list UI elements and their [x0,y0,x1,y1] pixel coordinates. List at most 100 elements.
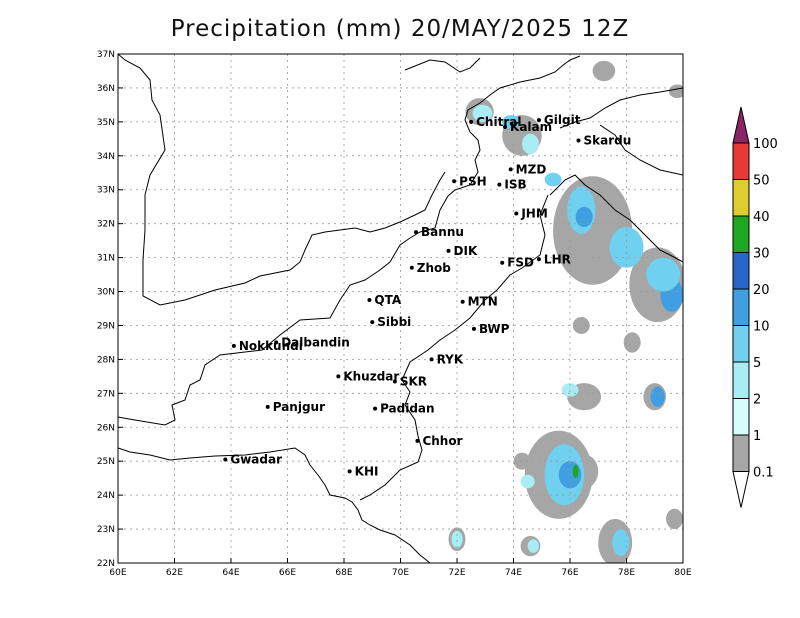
country-borders [118,54,683,563]
city-label: DIK [454,244,478,258]
city-label: SKR [400,374,427,388]
precip-area [472,104,493,122]
gridlines [118,54,683,563]
colorbar-box [732,398,750,436]
x-tick-label: 74E [505,568,522,578]
y-tick-label: 37N [97,50,115,60]
city-label: Padidan [380,402,435,416]
axis-ticks: 60E 62E 64E 66E 68E 70E 72E 74E 76E 78E 80E 22N 23N 2… [97,50,692,578]
colorbar-label: 40 [753,210,770,225]
precip-area [612,529,630,557]
city-dot [500,260,505,265]
city-dot [392,379,397,384]
precip-area [451,530,463,548]
x-tick-label: 68E [335,568,352,578]
city-dot [429,357,434,362]
city-label: Gwadar [230,453,282,467]
colorbar-box [732,288,750,326]
precip-trace-area [592,60,616,82]
border-line [599,124,683,176]
city-label: Sibbi [377,315,411,329]
border-line [118,54,446,306]
colorbar-label: 0.1 [753,466,774,481]
x-tick-label: 70E [392,568,409,578]
precip-shaded-layer [451,104,683,557]
city-dot [414,230,419,235]
precip-area [502,115,520,129]
city-label: Chitral [476,115,521,129]
city-label: PSH [459,174,486,188]
city-dot [471,326,476,331]
city-label: FSD [507,256,534,270]
x-tick-label: 60E [109,568,126,578]
precip-area [527,539,539,553]
colorbar-box [732,434,750,472]
city-dot [508,167,513,172]
x-tick-label: 72E [448,568,465,578]
city-label: Nokkundi [239,339,303,353]
colorbar-top-arrow [732,106,750,144]
y-tick-label: 25N [97,457,115,467]
y-tick-label: 34N [97,152,115,162]
colorbar-label: 30 [753,247,770,262]
precip-area [544,172,562,187]
city-label: BWP [479,322,510,336]
colorbar-box [732,215,750,253]
colorbar-box [732,179,750,217]
city-label: Skardu [583,134,631,148]
city-dot [460,299,465,304]
y-tick-label: 31N [97,254,115,264]
city-label: JHM [520,206,547,220]
city-dot [265,404,270,409]
colorbar-box [732,142,750,180]
x-tick-label: 62E [166,568,183,578]
y-tick-label: 26N [97,423,115,433]
y-tick-label: 24N [97,491,115,501]
x-tick-label: 76E [561,568,578,578]
y-tick-label: 27N [97,389,115,399]
x-tick-label: 64E [222,568,239,578]
border-line [359,194,549,501]
city-dot [231,343,236,348]
city-label: Chhor [422,434,462,448]
city-label: Dalbandin [281,335,350,349]
colorbar-box [732,361,750,399]
colorbar-label: 5 [753,356,761,371]
y-tick-label: 29N [97,321,115,331]
city-dot [497,182,502,187]
city-label: Kalam [510,120,552,134]
precip-area [572,464,579,479]
city-dot [446,248,451,253]
border-line [559,87,683,129]
precip-area [521,133,539,155]
city-dot [536,257,541,262]
colorbar-label: 1 [753,429,761,444]
city-dot [576,138,581,143]
y-tick-label: 32N [97,220,115,230]
city-dot [409,265,414,270]
colorbar-label: 10 [753,320,770,335]
city-label: MZD [516,162,547,176]
city-label: QTA [374,293,401,307]
city-dot [503,124,508,129]
y-tick-label: 36N [97,84,115,94]
border-line [549,174,683,263]
city-label: MTN [468,295,498,309]
y-tick-label: 28N [97,355,115,365]
city-label: RYK [437,352,464,366]
city-label: KHI [355,464,379,478]
city-dot [452,179,457,184]
colorbar: 0.1 1 2 5 10 20 30 40 50 100 [732,106,778,508]
colorbar-bottom-arrow [732,471,750,508]
y-tick-label: 23N [97,525,115,535]
border-line [118,55,581,426]
city-dot [347,469,352,474]
coastline [118,447,431,563]
x-tick-label: 80E [674,568,691,578]
city-dot [536,118,541,123]
city-label: Khuzdar [343,369,399,383]
city-dot [469,119,474,124]
colorbar-box [732,252,750,290]
